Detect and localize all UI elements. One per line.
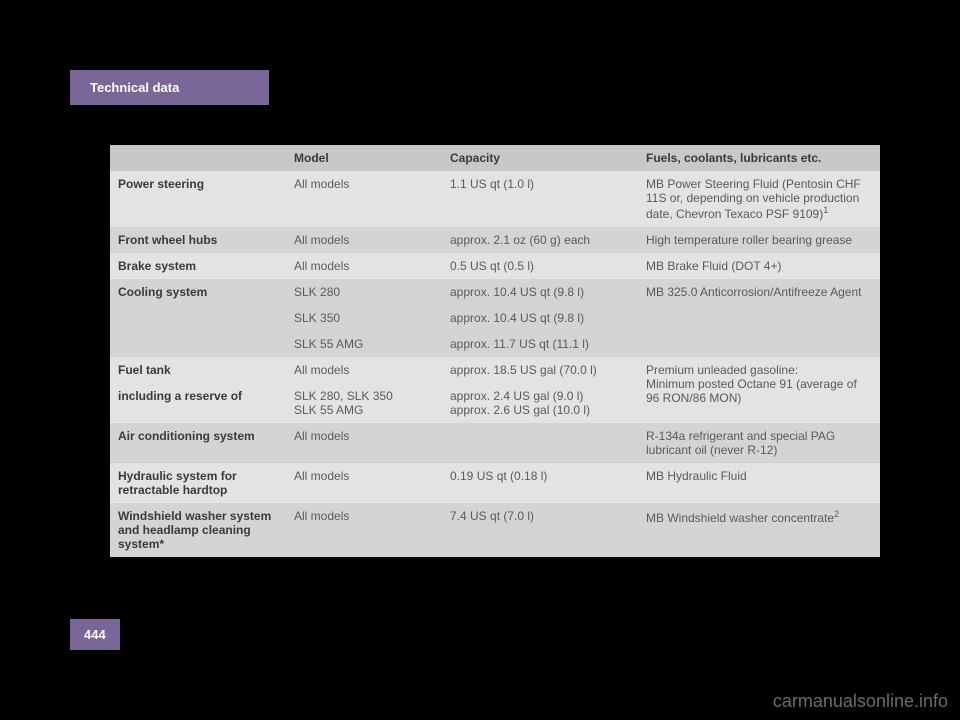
cell-label: Front wheel hubs (110, 227, 286, 253)
cell-model: SLK 280, SLK 350SLK 55 AMG (286, 383, 442, 423)
page-number: 444 (84, 627, 106, 642)
table-header-row: Model Capacity Fuels, coolants, lubrican… (110, 145, 880, 171)
cell-capacity: 0.5 US qt (0.5 l) (442, 253, 638, 279)
cell-fuels: High temperature roller bearing grease (638, 227, 880, 253)
technical-data-table: Model Capacity Fuels, coolants, lubrican… (110, 145, 880, 557)
col-header-capacity: Capacity (442, 145, 638, 171)
cell-capacity: approx. 11.7 US qt (11.1 l) (442, 331, 638, 357)
cell-label: Windshield washer system and headlamp cl… (110, 503, 286, 557)
col-header-blank (110, 145, 286, 171)
section-header-tab: Technical data (70, 70, 269, 105)
cell-model: All models (286, 227, 442, 253)
cell-fuels: MB Power Steering Fluid (Pentosin CHF 11… (638, 171, 880, 227)
page-number-badge: 444 (70, 619, 120, 650)
cell-fuels: MB Hydraulic Fluid (638, 463, 880, 503)
cell-capacity: 7.4 US qt (7.0 l) (442, 503, 638, 557)
section-title: Technical data (90, 80, 179, 95)
cell-label: Hydraulic system for retractable hardtop (110, 463, 286, 503)
table-row: Windshield washer system and headlamp cl… (110, 503, 880, 557)
cell-label: Fuel tank (110, 357, 286, 383)
table-row: Power steeringAll models1.1 US qt (1.0 l… (110, 171, 880, 227)
cell-model: SLK 55 AMG (286, 331, 442, 357)
cell-capacity: approx. 2.4 US gal (9.0 l)approx. 2.6 US… (442, 383, 638, 423)
cell-label: Cooling system (110, 279, 286, 357)
cell-fuels: MB Windshield washer concentrate2 (638, 503, 880, 557)
cell-fuels: Premium unleaded gasoline:Minimum posted… (638, 357, 880, 423)
cell-capacity: 1.1 US qt (1.0 l) (442, 171, 638, 227)
cell-model: All models (286, 171, 442, 227)
cell-model: All models (286, 253, 442, 279)
cell-model: All models (286, 463, 442, 503)
cell-fuels: MB Brake Fluid (DOT 4+) (638, 253, 880, 279)
cell-capacity: approx. 10.4 US qt (9.8 l) (442, 305, 638, 331)
cell-label: including a reserve of (110, 383, 286, 423)
table-row: Front wheel hubsAll modelsapprox. 2.1 oz… (110, 227, 880, 253)
cell-capacity (442, 423, 638, 463)
table-row: Cooling systemSLK 280approx. 10.4 US qt … (110, 279, 880, 305)
cell-capacity: approx. 10.4 US qt (9.8 l) (442, 279, 638, 305)
technical-data-table-container: Model Capacity Fuels, coolants, lubrican… (110, 145, 880, 557)
cell-capacity: 0.19 US qt (0.18 l) (442, 463, 638, 503)
cell-model: All models (286, 423, 442, 463)
cell-label: Power steering (110, 171, 286, 227)
cell-label: Brake system (110, 253, 286, 279)
cell-model: SLK 280 (286, 279, 442, 305)
cell-fuels: R-134a refrigerant and special PAG lubri… (638, 423, 880, 463)
cell-fuels: MB 325.0 Anticorrosion/Antifreeze Agent (638, 279, 880, 357)
table-row: Brake systemAll models0.5 US qt (0.5 l)M… (110, 253, 880, 279)
cell-label: Air conditioning system (110, 423, 286, 463)
cell-model: SLK 350 (286, 305, 442, 331)
cell-model: All models (286, 357, 442, 383)
table-body: Power steeringAll models1.1 US qt (1.0 l… (110, 171, 880, 557)
col-header-fuels: Fuels, coolants, lubricants etc. (638, 145, 880, 171)
watermark-text: carmanualsonline.info (773, 691, 948, 712)
table-row: Air conditioning systemAll models R-134a … (110, 423, 880, 463)
cell-model: All models (286, 503, 442, 557)
cell-capacity: approx. 2.1 oz (60 g) each (442, 227, 638, 253)
table-row: Fuel tankAll modelsapprox. 18.5 US gal (… (110, 357, 880, 383)
col-header-model: Model (286, 145, 442, 171)
cell-capacity: approx. 18.5 US gal (70.0 l) (442, 357, 638, 383)
table-row: Hydraulic system for retractable hardtop… (110, 463, 880, 503)
